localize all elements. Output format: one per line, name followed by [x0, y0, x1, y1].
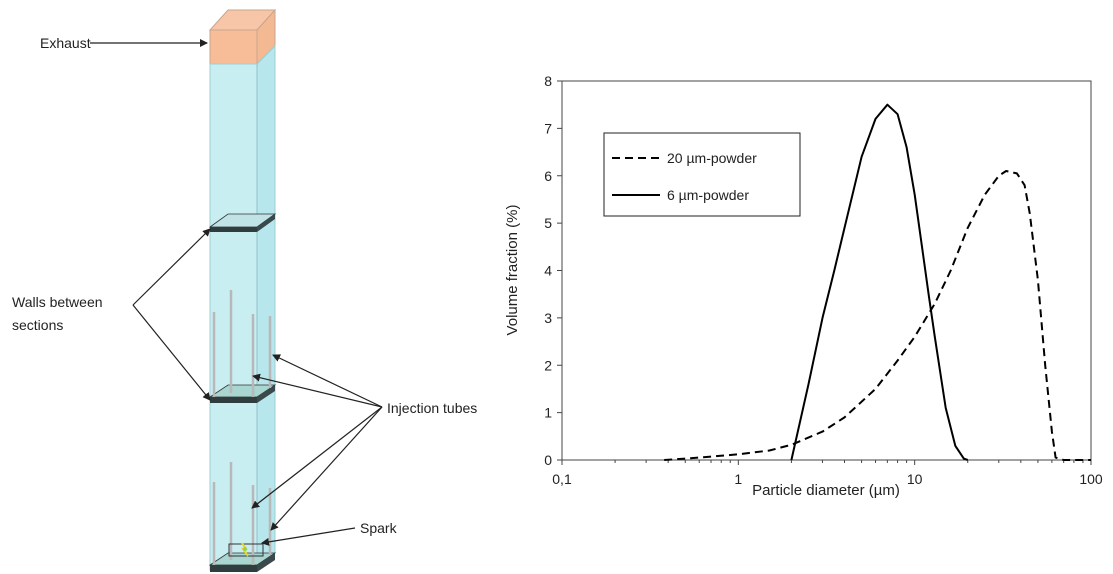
apparatus-diagram: Exhaust Walls between sections Injection…	[12, 8, 477, 572]
x-axis-title: Particle diameter (µm)	[752, 482, 900, 499]
series-line-6um	[790, 103, 969, 461]
x-tick-label: 100	[1079, 471, 1103, 487]
walls-label-line2: sections	[12, 317, 63, 333]
y-tick-label: 2	[544, 357, 552, 373]
spark-label: Spark	[360, 520, 398, 536]
x-tick-label: 10	[907, 471, 923, 487]
legend-label-20um: 20 µm-powder	[667, 150, 757, 166]
exhaust-label: Exhaust	[40, 35, 91, 51]
injection-tubes-upper	[212, 290, 272, 397]
y-tick-label: 4	[544, 263, 552, 279]
x-axis: 0,1 1 10 100	[552, 460, 1103, 487]
y-tick-label: 6	[544, 168, 552, 184]
walls-arrow-upper	[132, 228, 211, 306]
y-axis-title: Volume fraction (%)	[504, 205, 521, 336]
injection-arrow-3	[251, 406, 383, 509]
wall-lower	[208, 384, 277, 403]
x-tick-label: 0,1	[552, 471, 572, 487]
y-tick-label: 5	[544, 215, 552, 231]
y-tick-label: 0	[544, 452, 552, 468]
y-tick-label: 8	[544, 73, 552, 89]
wall-upper	[208, 213, 277, 232]
y-tick-label: 3	[544, 310, 552, 326]
spark-arrow	[261, 527, 356, 546]
walls-label-line1: Walls between	[12, 294, 103, 310]
y-tick-label: 1	[544, 405, 552, 421]
series-lines	[664, 103, 1091, 461]
x-tick-label: 1	[734, 471, 742, 487]
tube-body	[209, 44, 276, 572]
injection-arrow-1	[272, 354, 383, 408]
walls-arrow-lower	[132, 304, 211, 401]
injection-tubes-label: Injection tubes	[387, 400, 477, 416]
legend-box	[603, 132, 801, 217]
y-tick-label: 7	[544, 120, 552, 136]
spark-icon	[228, 542, 264, 557]
series-line-20um	[664, 170, 1091, 461]
injection-arrow-4	[270, 406, 383, 531]
legend-label-6um: 6 µm-powder	[667, 187, 749, 203]
particle-size-chart: 0 1 2 3 4 5 6 7 8 0,1 1 10 100 Particle diameter (µ…	[504, 73, 1103, 499]
legend: 20 µm-powder 6 µm-powder	[603, 132, 801, 217]
annotation-arrows	[90, 39, 383, 546]
injection-arrow-2	[252, 373, 383, 408]
y-axis: 0 1 2 3 4 5 6 7 8	[544, 73, 562, 468]
